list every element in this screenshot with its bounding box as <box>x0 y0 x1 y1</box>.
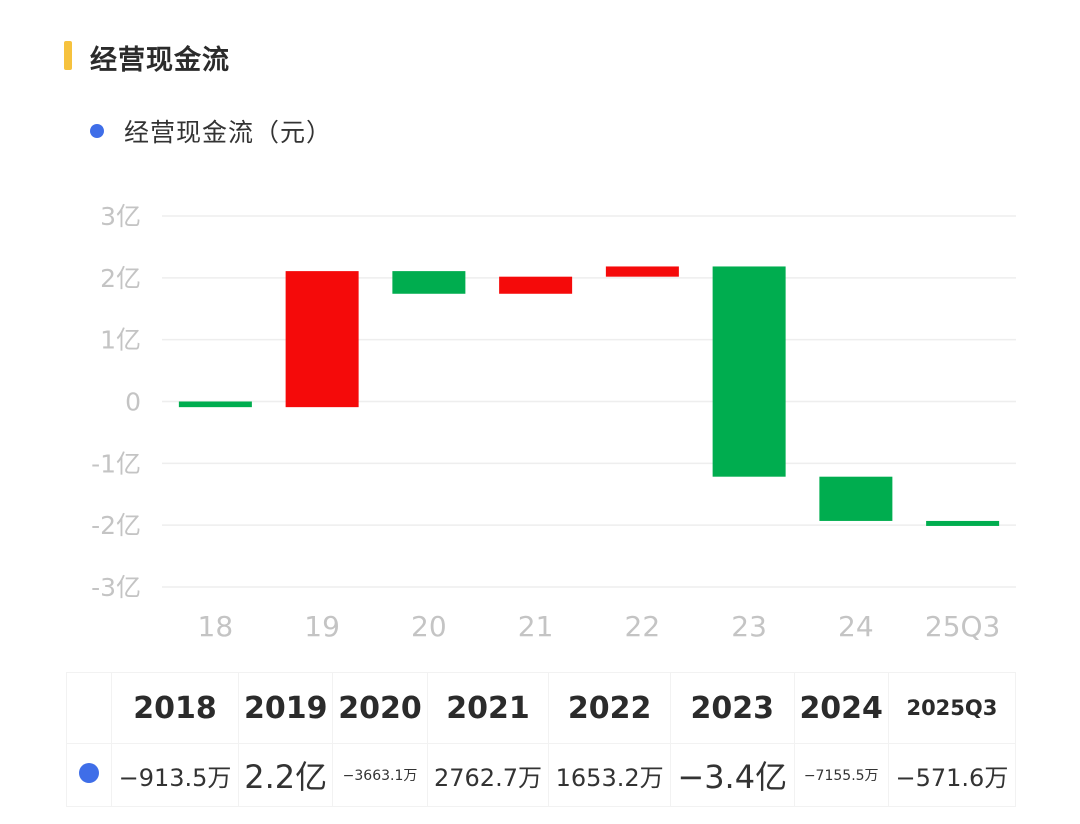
value-cell: −913.5万 <box>110 743 240 807</box>
x-tick-label: 18 <box>198 610 234 643</box>
year-cell: 2019 <box>238 672 334 744</box>
value-cell: −3663.1万 <box>332 743 428 807</box>
value-cell: 2.2亿 <box>238 743 334 807</box>
y-tick-label: -1亿 <box>91 449 141 478</box>
year-cell: 2018 <box>110 672 240 744</box>
bar-21[interactable] <box>499 276 573 294</box>
legend-label: 经营现金流（元） <box>124 118 333 147</box>
table-header-row: 2018 2019 2020 2021 2022 2023 2024 2025Q… <box>66 672 1017 744</box>
y-tick-label: -2亿 <box>91 511 141 540</box>
x-tick-label: 21 <box>518 610 554 643</box>
x-axis-ticks: 18 19 20 21 22 23 24 25Q3 <box>198 610 1001 643</box>
chart-bars <box>178 266 1000 526</box>
x-tick-label: 19 <box>304 610 340 643</box>
table-row: −913.5万 2.2亿 −3663.1万 2762.7万 1653.2万 −3… <box>66 743 1017 807</box>
x-tick-label: 25Q3 <box>925 610 1000 643</box>
year-cell: 2025Q3 <box>887 672 1017 744</box>
year-cell: 2023 <box>669 672 795 744</box>
bar-25Q3[interactable] <box>926 520 1000 526</box>
value-cell: −571.6万 <box>887 743 1017 807</box>
x-tick-label: 23 <box>731 610 767 643</box>
year-cell: 2022 <box>548 672 671 744</box>
year-cell: 2020 <box>332 672 428 744</box>
y-tick-label: -3亿 <box>91 573 141 602</box>
legend-dot-icon <box>90 124 104 138</box>
value-cell: −3.4亿 <box>669 743 795 807</box>
value-cell: 2762.7万 <box>426 743 550 807</box>
bar-19[interactable] <box>285 271 359 408</box>
x-tick-label: 20 <box>411 610 447 643</box>
cashflow-table: 2018 2019 2020 2021 2022 2023 2024 2025Q… <box>66 672 1017 807</box>
year-cell: 2021 <box>426 672 550 744</box>
y-axis-ticks: 3亿 2亿 1亿 0 -1亿 -2亿 -3亿 <box>91 202 141 602</box>
x-tick-label: 22 <box>625 610 661 643</box>
section-title: 经营现金流 <box>90 45 230 76</box>
section-accent-bar <box>64 41 72 70</box>
year-cell: 2024 <box>793 672 889 744</box>
series-marker-cell <box>66 743 112 807</box>
y-tick-label: 0 <box>125 388 141 417</box>
x-tick-label: 24 <box>838 610 874 643</box>
waterfall-chart: 3亿 2亿 1亿 0 -1亿 -2亿 -3亿 18 19 20 21 22 23 24 25Q3 <box>91 202 1016 643</box>
value-cell: 1653.2万 <box>548 743 671 807</box>
y-tick-label: 1亿 <box>100 326 141 355</box>
bar-20[interactable] <box>392 271 466 294</box>
bar-22[interactable] <box>605 266 679 277</box>
bar-23[interactable] <box>712 266 786 477</box>
y-tick-label: 3亿 <box>100 202 141 231</box>
bar-24[interactable] <box>819 476 893 521</box>
table-header-corner <box>66 672 112 744</box>
bar-18[interactable] <box>178 401 252 408</box>
y-tick-label: 2亿 <box>100 264 141 293</box>
chart-legend[interactable]: 经营现金流（元） <box>90 113 332 149</box>
value-cell: −7155.5万 <box>793 743 889 807</box>
series-dot-icon <box>79 763 99 783</box>
